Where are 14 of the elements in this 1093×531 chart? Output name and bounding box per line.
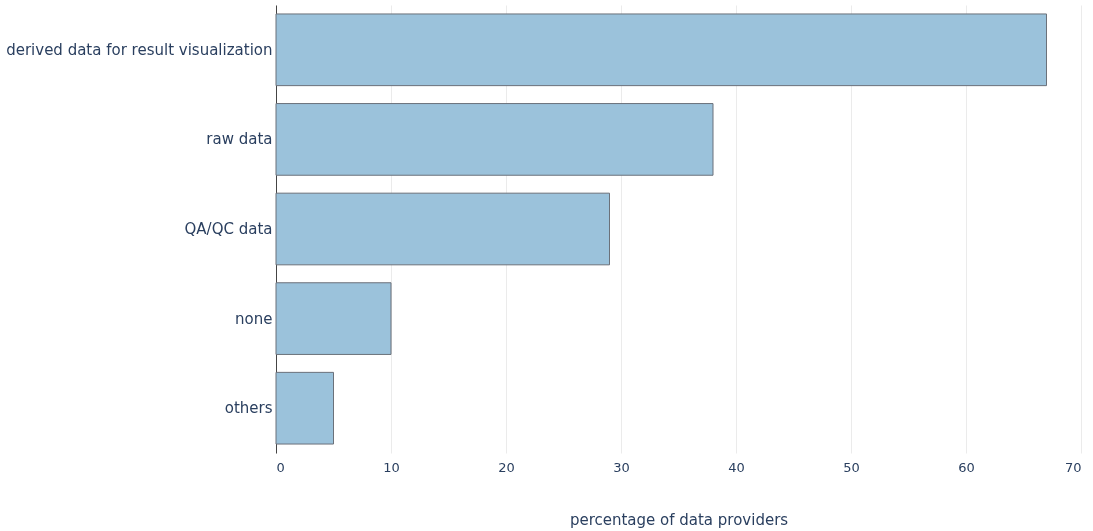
x-tick-label: 10 [383,459,400,475]
y-tick-label: none [235,309,273,328]
y-tick-label: derived data for result visualization [6,40,273,59]
x-tick-label: 0 [276,459,285,475]
x-tick-label: 20 [498,459,515,475]
y-tick-label: QA/QC data [184,220,273,238]
y-tick-label: raw data [206,130,273,149]
x-tick-label: 60 [958,459,975,475]
x-tick-label: 40 [728,459,745,475]
x-tick-label: 50 [843,459,860,475]
x-tick-label: 30 [613,459,630,475]
x-axis-title: percentage of data providers [569,510,789,529]
x-tick-label: 70 [1064,459,1082,475]
y-tick-label: others [224,399,273,418]
